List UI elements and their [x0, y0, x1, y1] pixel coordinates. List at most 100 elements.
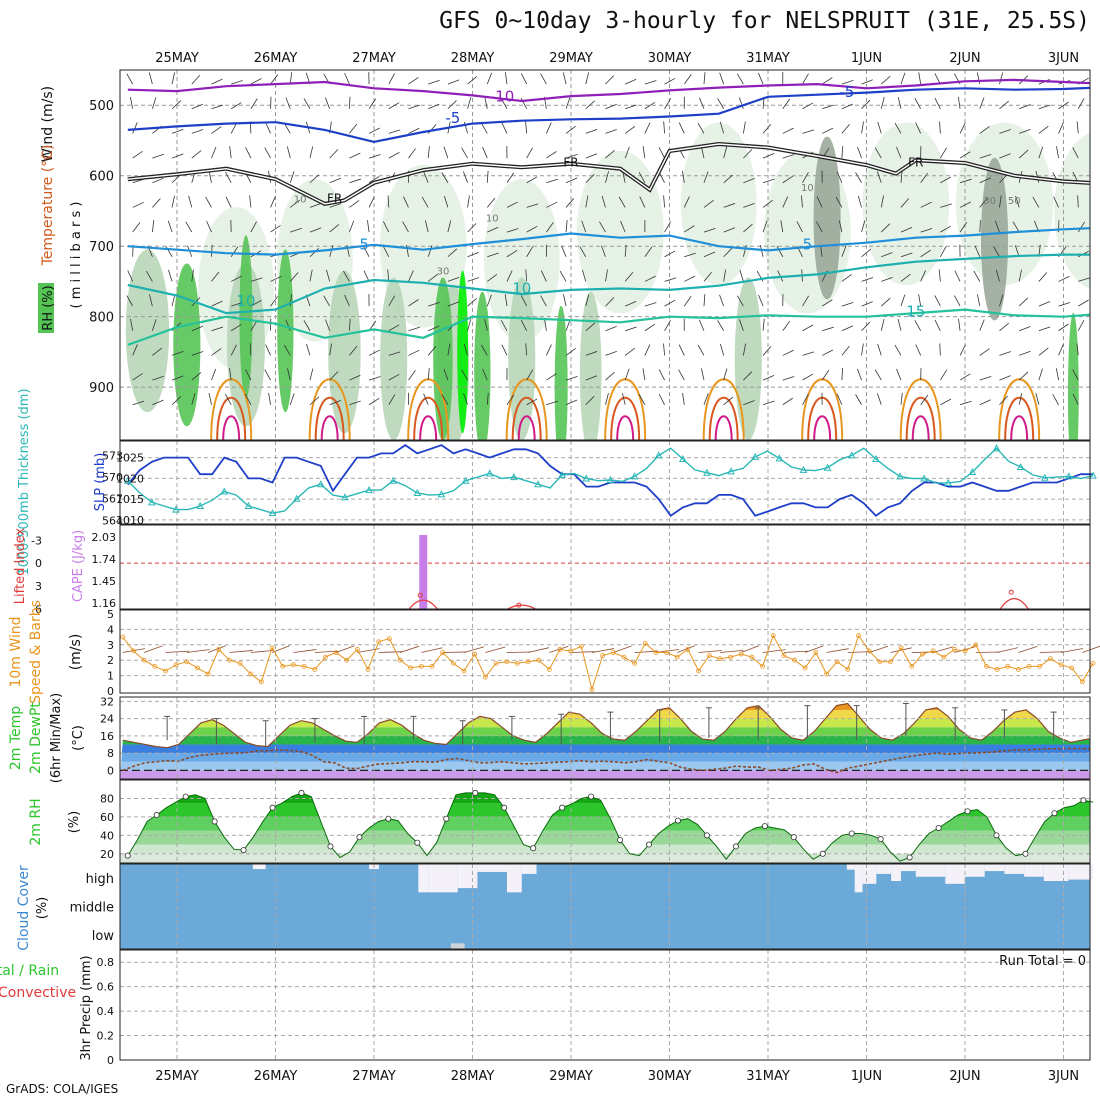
wind-barb	[1018, 646, 1038, 653]
wind-barb	[900, 294, 906, 307]
wind-barb	[265, 122, 271, 134]
wind-barb	[881, 276, 893, 282]
wind-barb	[546, 344, 552, 356]
wind-barb	[206, 220, 212, 233]
wind-barb	[683, 196, 690, 208]
thickness-marker	[510, 473, 518, 481]
isotherm-peak	[216, 396, 247, 440]
wind-barb	[329, 224, 340, 233]
wind-barb	[463, 646, 485, 653]
rh-shade	[734, 277, 762, 440]
wind-barb	[501, 344, 508, 356]
wind-barb	[719, 649, 744, 653]
wind-barb	[526, 225, 538, 233]
wind-barb	[900, 72, 906, 85]
wind-barb	[915, 122, 922, 134]
cloud-clear-high	[965, 864, 985, 877]
wind-barb	[427, 346, 437, 356]
wind-barb	[208, 392, 212, 405]
wind-barb	[1078, 299, 1089, 307]
wind-barb	[146, 270, 153, 282]
wind-barb	[427, 245, 433, 257]
wind-barb	[642, 146, 646, 159]
wind-barb	[959, 201, 971, 208]
rh-marker	[935, 824, 942, 831]
wind-barb	[822, 326, 834, 332]
wind-speed-marker	[152, 663, 158, 669]
wind-barb	[428, 301, 440, 307]
wind-barb	[525, 269, 528, 282]
wind-barb	[408, 270, 414, 282]
wind-barb	[309, 368, 314, 381]
wind-barb	[959, 400, 972, 406]
cloud-clear-high	[418, 864, 429, 893]
wind-barb	[249, 195, 252, 208]
wind-speed-marker	[131, 648, 136, 654]
wind-barb	[1076, 121, 1079, 134]
rh-marker	[385, 815, 392, 822]
wind-barb	[368, 376, 381, 381]
wind-barb	[644, 323, 656, 332]
wind-barb	[467, 76, 478, 85]
wind-speed-marker	[909, 663, 915, 669]
wind-barb	[363, 270, 370, 282]
wind-barb	[383, 221, 390, 233]
wind-barb	[802, 351, 815, 356]
rh-marker	[877, 836, 884, 843]
wind-barb	[783, 650, 808, 653]
wind-barb	[1082, 645, 1100, 653]
freezing-level-label: FR	[327, 191, 342, 205]
rh-marker	[674, 817, 681, 824]
x-tick-label-top: 29MAY	[549, 51, 593, 66]
wind-barb	[250, 320, 258, 331]
wind-barb	[132, 222, 141, 233]
wind-barb	[821, 127, 834, 134]
wind-barb	[326, 269, 331, 282]
wind-barb	[940, 147, 947, 159]
wind-barb	[993, 246, 1000, 257]
temp-band	[120, 735, 1090, 745]
wind-barb	[683, 74, 692, 85]
isotherm-15	[127, 308, 1090, 346]
wind-barb	[841, 103, 854, 110]
li-tick-label: 6	[35, 603, 42, 616]
wind-barb	[835, 196, 843, 208]
wind-barb	[1060, 648, 1084, 653]
rh-marker	[790, 834, 797, 841]
thickness-marker	[558, 470, 566, 478]
thickness-marker	[268, 509, 277, 517]
wind-speed-marker	[770, 633, 776, 638]
wind-speed-marker	[259, 679, 264, 685]
wind-barb	[151, 97, 157, 109]
wind-barb	[605, 75, 615, 85]
wind-barb	[625, 78, 637, 85]
wind-barb	[802, 73, 809, 85]
x-tick-label-bottom: 27MAY	[352, 1069, 396, 1084]
wind-barb	[894, 122, 902, 134]
wind-barb	[447, 220, 452, 233]
thickness-marker	[630, 472, 639, 480]
wind-barb	[264, 369, 271, 381]
wind-barb	[940, 176, 952, 184]
run-total-label: Run Total = 0	[999, 954, 1086, 969]
wind-barb	[742, 343, 746, 356]
wind-barb	[348, 96, 351, 109]
wind-barb	[762, 199, 773, 208]
wind-barb	[561, 245, 567, 257]
wind-barb	[979, 220, 981, 233]
slp-panel-frame	[119, 440, 1091, 525]
x-tick-label-top: 26MAY	[254, 51, 298, 66]
wind-barb	[579, 246, 587, 257]
wind-barb	[1077, 319, 1085, 331]
wind-speed-marker	[589, 687, 595, 692]
wind-barb	[485, 646, 506, 653]
wind-barb	[918, 294, 922, 307]
wind-barb	[388, 394, 396, 405]
wind-barb	[500, 320, 508, 331]
rh-shade	[576, 150, 664, 314]
wind-barb	[979, 126, 990, 134]
rh-marker	[240, 847, 247, 854]
wind-speed-marker	[440, 650, 446, 655]
wind-speed-marker	[941, 654, 947, 660]
rh-tick-label: 20	[100, 848, 114, 861]
